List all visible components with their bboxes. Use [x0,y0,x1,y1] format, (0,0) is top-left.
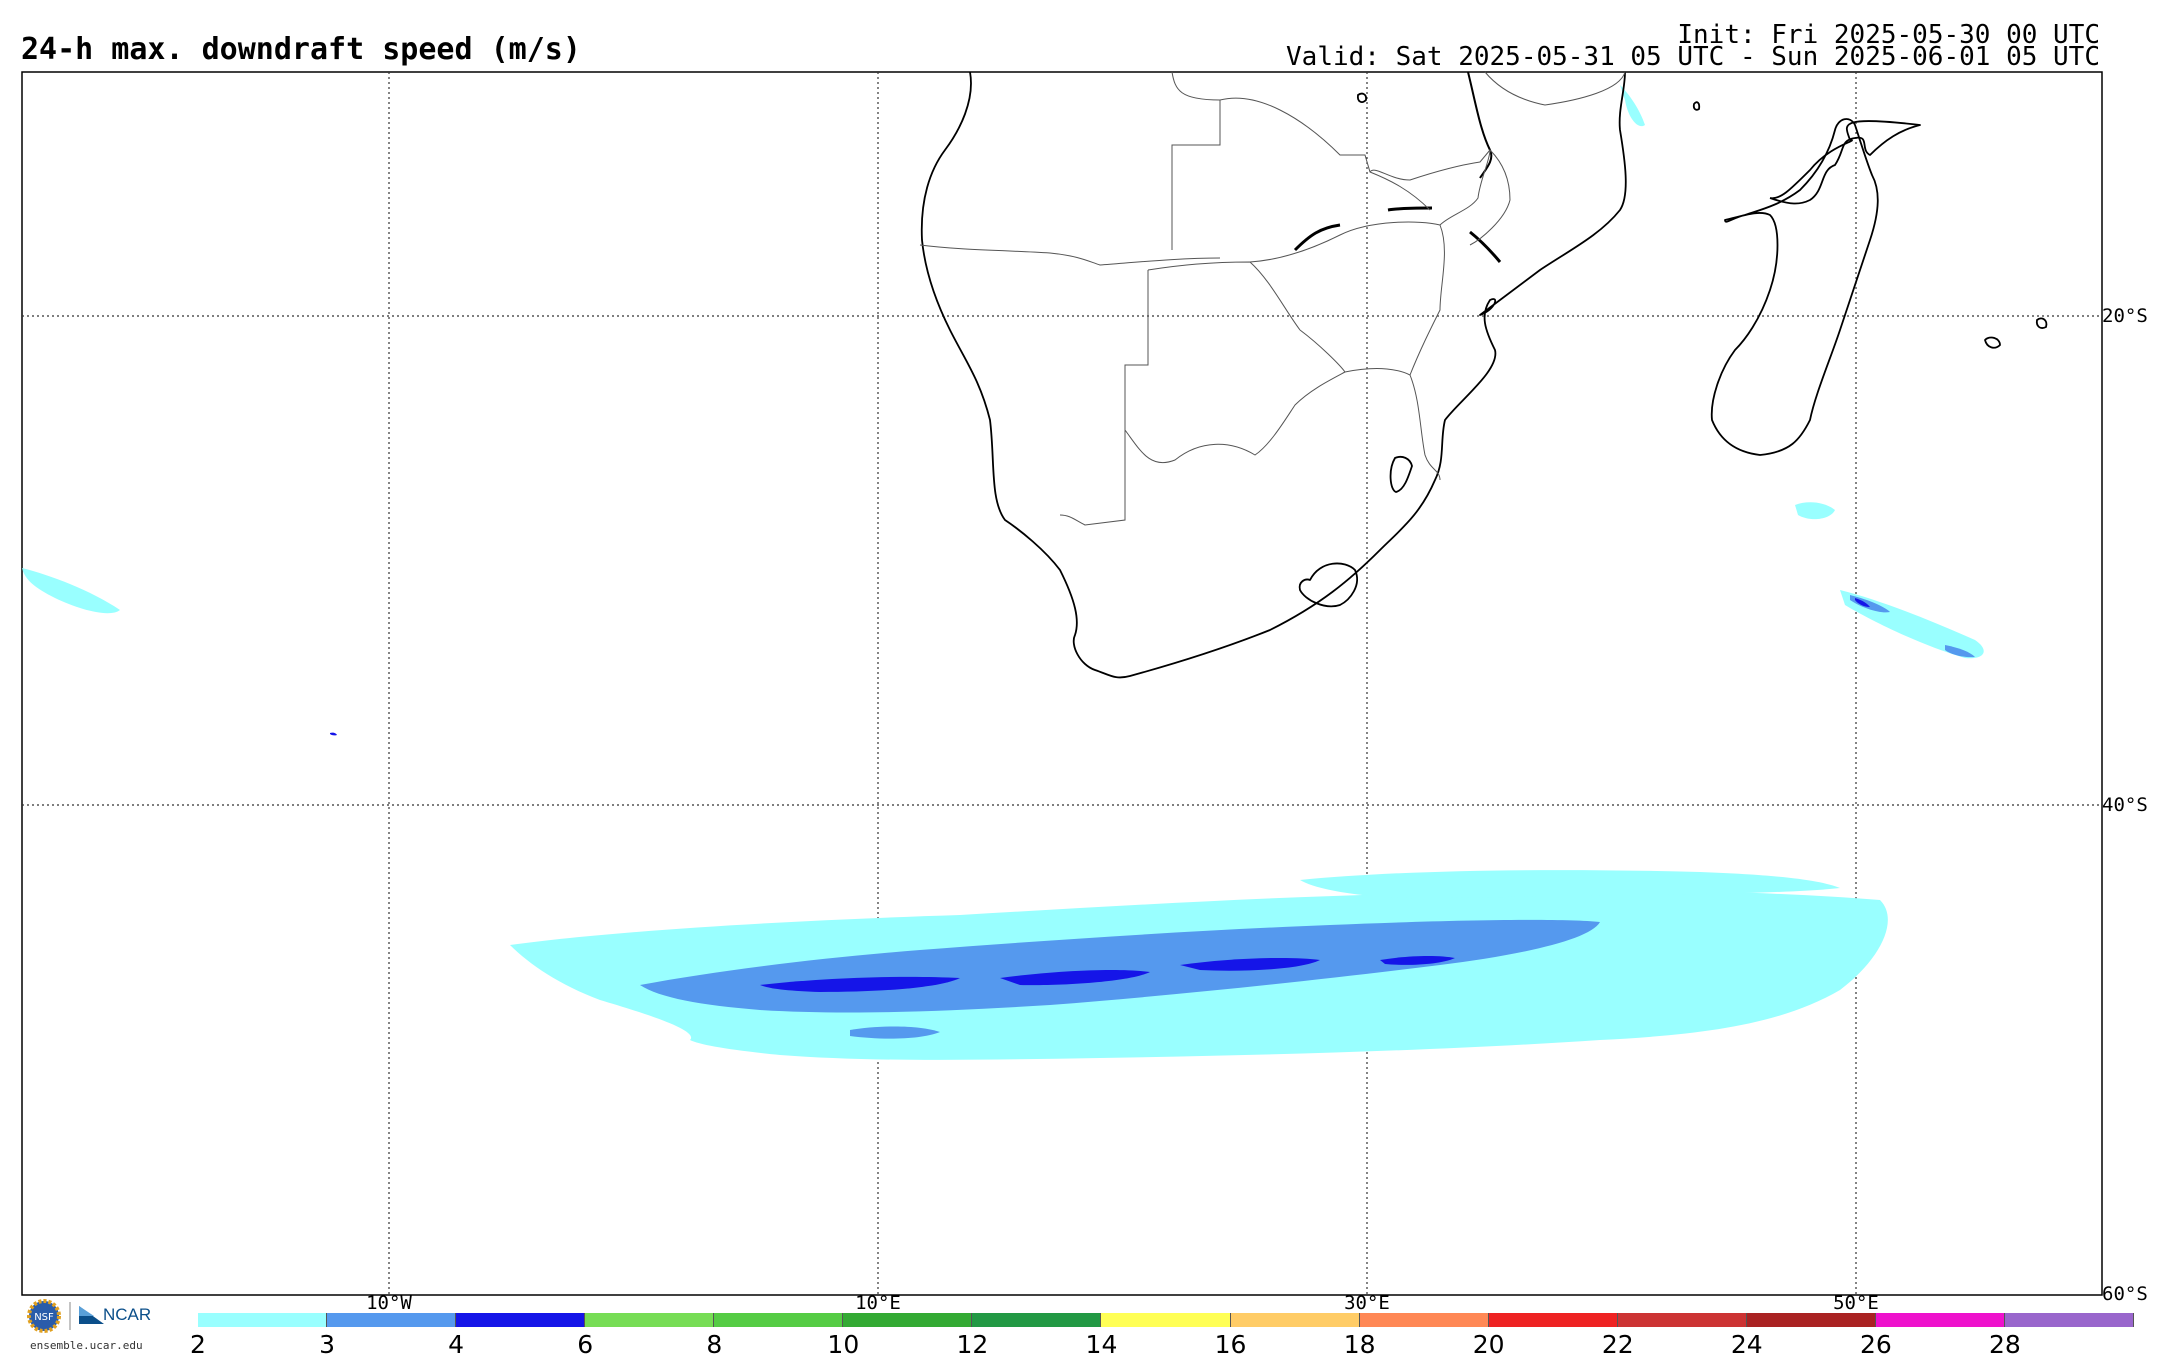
colorbar-tick-label: 24 [1730,1330,1763,1359]
init-time: Init: Fri 2025-05-30 00 UTC [1677,20,2100,50]
lat-label-40s: 40°S [2102,794,2148,816]
colorbar-segment [456,1313,586,1327]
svg-text:NSF: NSF [34,1312,54,1323]
colorbar-segment [1230,1313,1360,1327]
colorbar-segment [2004,1313,2134,1327]
colorbar-tick-label: 22 [1601,1330,1634,1359]
colorbar-segment [585,1313,715,1327]
graticule [22,72,2102,1295]
colorbar-tick-label: 3 [319,1330,336,1359]
lat-label-20s: 20°S [2102,305,2148,327]
colorbar-segment [327,1313,457,1327]
colorbar-segment [972,1313,1102,1327]
colorbar-tick-label: 8 [706,1330,723,1359]
colorbar-tick-label: 28 [1989,1330,2021,1359]
downdraft-field [22,85,1984,1060]
colorbar-tick-label: 18 [1343,1330,1376,1359]
map-frame [21,71,2103,1296]
colorbar-segment [1359,1313,1489,1327]
colorbar-tick-label: 4 [448,1330,465,1359]
colorbar-tick-label: 2 [190,1330,206,1359]
colorbar-segment [1488,1313,1618,1327]
lon-label-50e: 50°E [1833,1292,1879,1314]
colorbar-segment [1101,1313,1231,1327]
colorbar-segment [1875,1313,2005,1327]
colorbar-tick-label: 12 [956,1330,989,1359]
colorbar-tick-label: 10 [827,1330,860,1359]
colorbar-segment [1617,1313,1747,1327]
colorbar-tick-label: 6 [577,1330,594,1359]
logo-url: ensemble.ucar.edu [30,1339,143,1352]
country-borders [919,71,1626,526]
lon-label-30e: 30°E [1344,1292,1390,1314]
colorbar-segment [198,1313,328,1327]
coastlines [920,71,2048,679]
colorbar-tick-label: 14 [1085,1330,1118,1359]
lat-label-60s: 60°S [2102,1283,2148,1305]
nsf-seal-logo: NSF [27,1299,61,1333]
colorbar [198,1313,2134,1327]
chart-title: 24-h max. downdraft speed (m/s) [21,32,581,67]
colorbar-segment [1746,1313,1876,1327]
colorbar-tick-label: 16 [1214,1330,1247,1359]
valid-time: Valid: Sat 2025-05-31 05 UTC - Sun 2025-… [1286,42,2100,72]
field-level-4-6 [330,598,1870,992]
colorbar-segment [714,1313,844,1327]
colorbar-tick-label: 26 [1859,1330,1892,1359]
colorbar-segment [843,1313,973,1327]
colorbar-tick-label: 20 [1472,1330,1505,1359]
lon-label-10e: 10°E [855,1292,901,1314]
ncar-mark-accent [79,1306,94,1316]
ncar-logo-text: NCAR [103,1305,152,1324]
lon-label-10w: 10°W [366,1292,412,1314]
